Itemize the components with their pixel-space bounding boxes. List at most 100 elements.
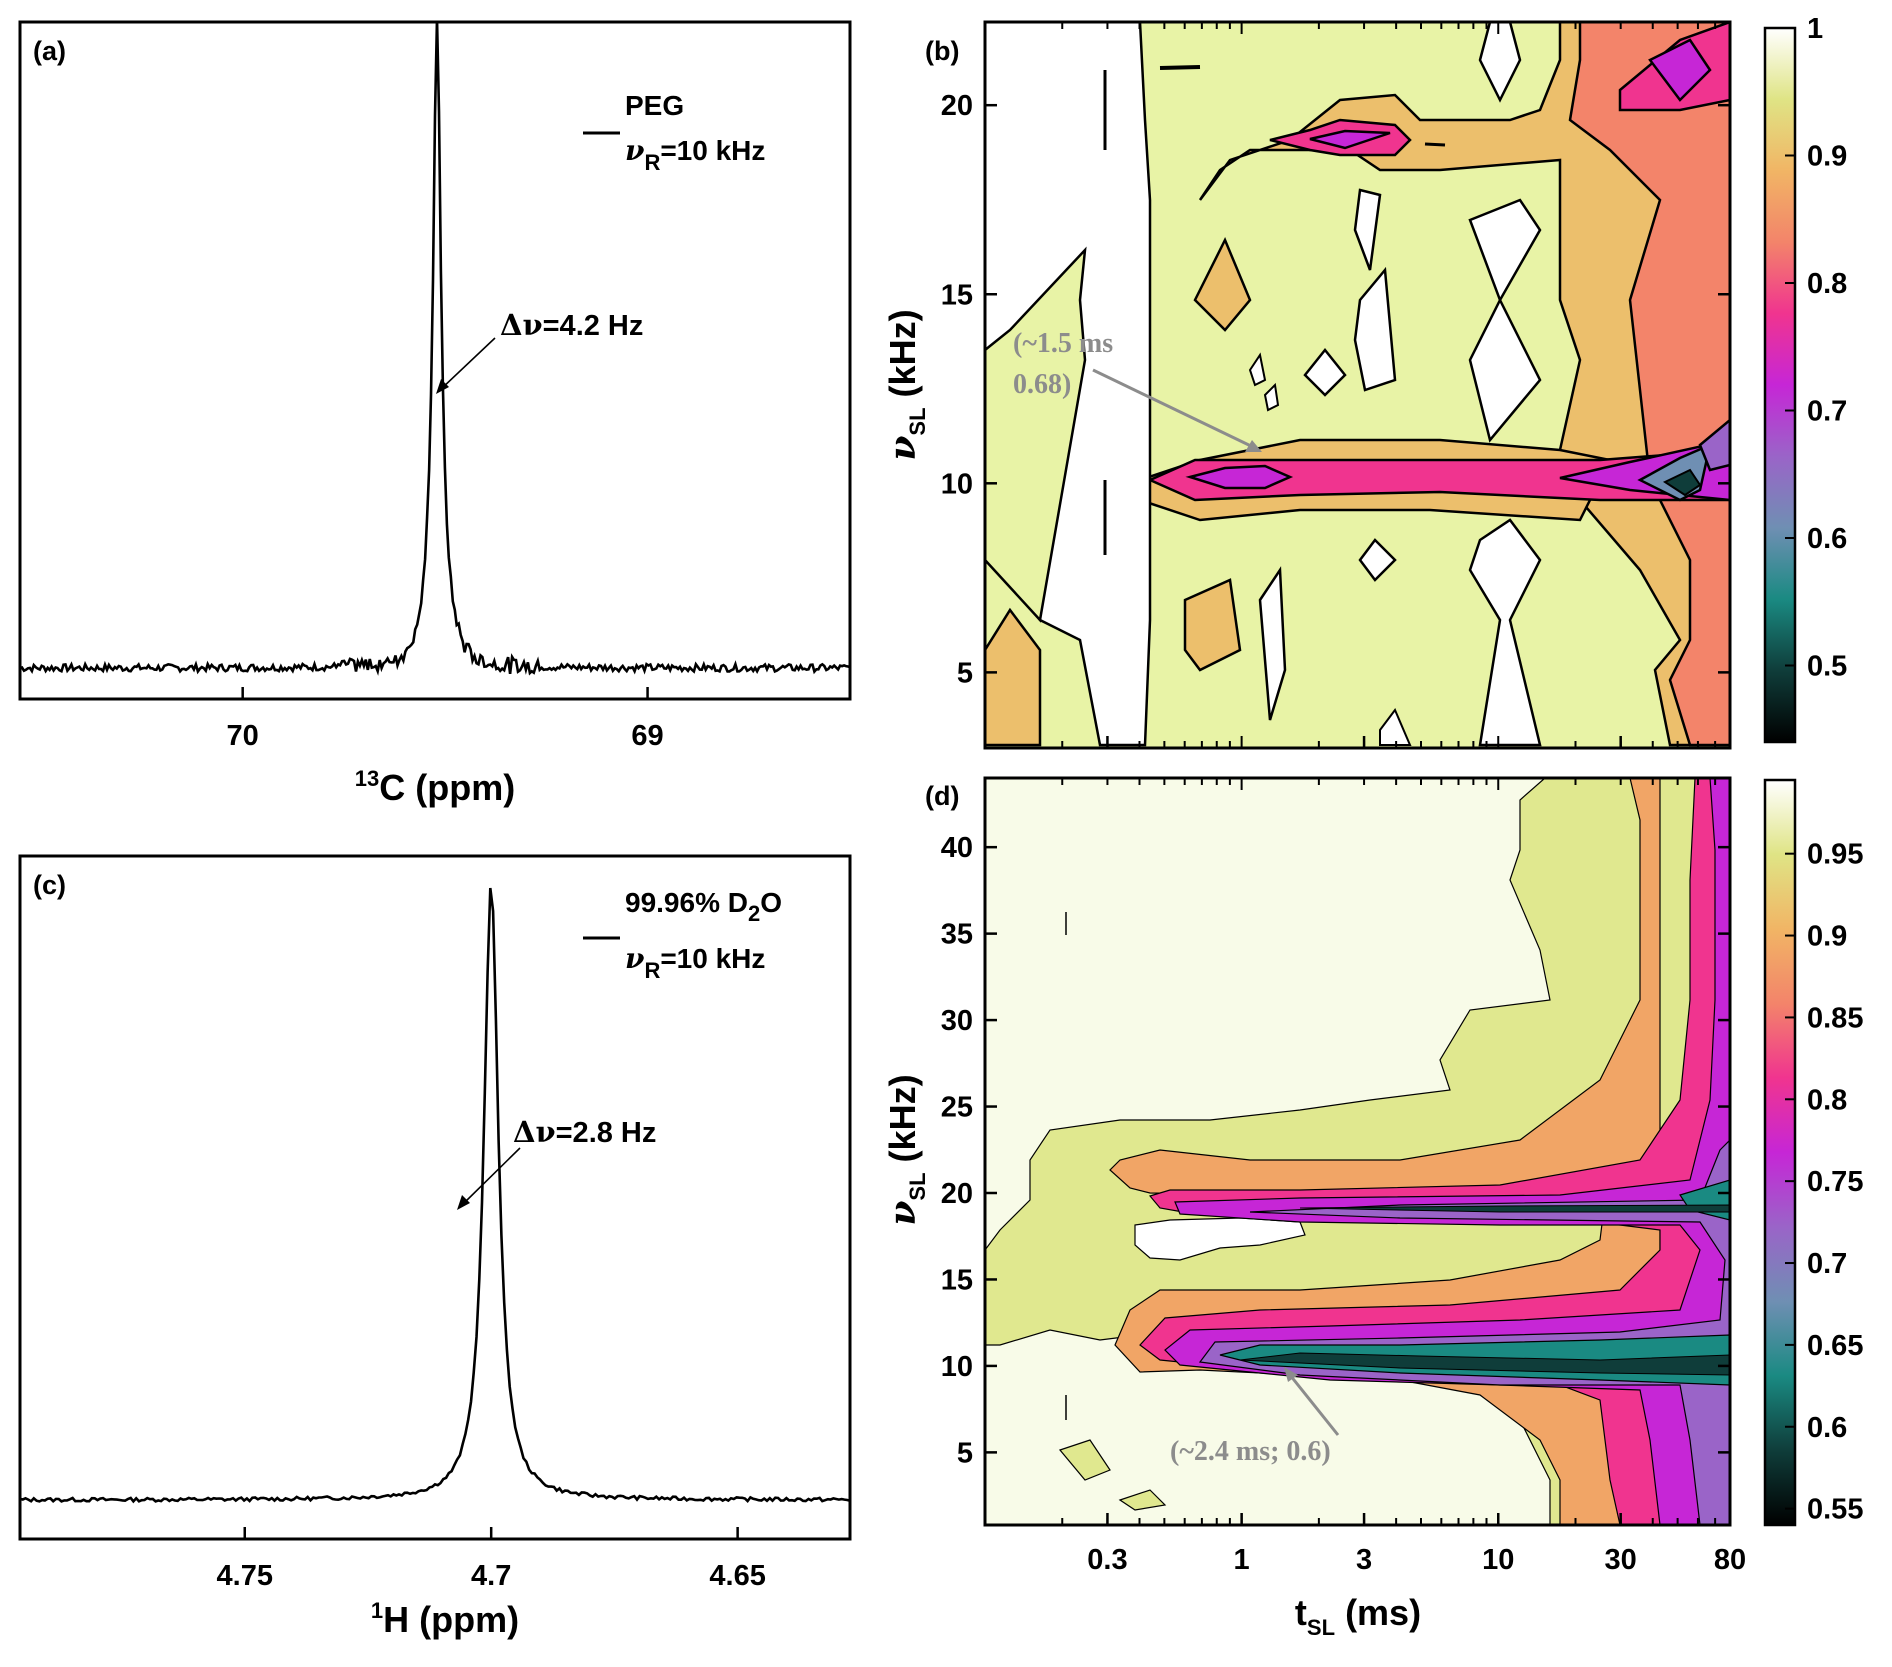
contour-b-white: [1379, 708, 1412, 746]
contour-b-white: [1358, 538, 1397, 582]
annotation-b-line2: 0.68): [1013, 369, 1071, 400]
panel-d-xtick-label: 0.3: [1087, 1544, 1127, 1576]
colorbar-d: [1763, 778, 1797, 1527]
panel-d-ytick-label: 35: [941, 919, 973, 951]
annotation-c-arrowhead: [457, 1195, 470, 1210]
panel-d-xtick-label: 80: [1714, 1544, 1746, 1576]
colorbar-d-tick-label: 0.75: [1807, 1166, 1863, 1198]
panel-c-label: (c): [33, 870, 66, 900]
contour-d-band-095: [1058, 1439, 1111, 1481]
panel-c-ticks: 4.75 4.7 4.65: [217, 1527, 766, 1592]
contour-b-white: [1468, 518, 1542, 747]
panel-a: 70 69 (a) PEG νR=10 kHz Δν=4.2 Hz 13C (pp…: [18, 20, 852, 808]
panel-a-xtick-label: 70: [227, 720, 259, 752]
contour-d-band-06: [1239, 1352, 1730, 1376]
contour-b-band-075: [1568, 22, 1730, 747]
colorbar-b-tick-label: 1: [1807, 13, 1823, 45]
panel-d-ytick-label: 15: [941, 1264, 973, 1296]
panel-b-ytick-label: 10: [941, 468, 973, 500]
panel-d: 5 10 15 20 25 30 35 40 0.3 1 3 10 30 80 (d) νSL (kHz)…: [882, 776, 1863, 1640]
contour-b-white: [1263, 382, 1280, 412]
contour-b-stub: [1159, 65, 1201, 70]
panel-d-xtick-label: 30: [1605, 1544, 1637, 1576]
linewidth-annotation-c: Δν=2.8 Hz: [513, 1115, 656, 1149]
panel-b-ylabel: νSL (kHz): [882, 309, 930, 460]
annotation-b-line1: (~1.5 ms: [1013, 328, 1113, 359]
contour-d-band-075: [1198, 1139, 1730, 1525]
panel-b-frame: [983, 20, 1732, 750]
contour-b-stub: [1424, 142, 1446, 147]
colorbar-d-tick-label: 0.6: [1807, 1412, 1847, 1444]
colorbar-d-tick-label: 0.8: [1807, 1084, 1847, 1116]
panel-d-ytick-label: 25: [941, 1092, 973, 1124]
panel-b: 5 10 15 20 (b) νSL (kHz) (~1.5 ms 0.68) 1 0.…: [882, 13, 1847, 750]
colorbar-d-tick-label: 0.9: [1807, 921, 1847, 953]
colorbar-b-ticks: 1 0.9 0.8 0.7 0.6 0.5: [1785, 13, 1847, 683]
panel-d-ytick-label: 20: [941, 1178, 973, 1210]
panel-c-xtick-label: 4.75: [217, 1560, 273, 1592]
panel-d-label: (d): [925, 781, 959, 811]
contour-b-band-08: [985, 607, 1042, 747]
panel-d-ytick-label: 5: [957, 1437, 973, 1469]
panel-c: 4.75 4.7 4.65 (c) 99.96% D2O νR=10 kHz Δν=…: [18, 854, 852, 1640]
legend-a-label: PEG: [625, 90, 684, 121]
contour-d-band-06: [1299, 1204, 1730, 1213]
colorbar-d-tick-label: 0.55: [1807, 1494, 1863, 1526]
colorbar-d-tick-label: 0.65: [1807, 1330, 1863, 1362]
panel-c-xlabel: 1H (ppm): [371, 1598, 519, 1640]
contour-b-band-08: [1198, 22, 1730, 747]
contour-b-white: [1248, 352, 1267, 387]
panel-d-frame: [983, 776, 1732, 1527]
colorbar-d-tick-label: 0.85: [1807, 1002, 1863, 1034]
panel-b-label: (b): [925, 36, 959, 66]
panel-d-xlabel: tSL (ms): [1295, 1592, 1421, 1640]
colorbar-b-tick-label: 0.6: [1807, 523, 1847, 555]
colorbar-b-tick-label: 0.5: [1807, 651, 1847, 683]
annotation-c-arrow: [461, 1147, 521, 1206]
annotation-a-arrowhead: [436, 379, 449, 394]
contour-b-band-065: [1698, 418, 1730, 472]
contour-d-white: [1134, 1217, 1306, 1261]
panel-d-ytick-label: 10: [941, 1351, 973, 1383]
colorbar-b: [1763, 26, 1797, 744]
contour-b-band-07: [1309, 129, 1391, 150]
panel-d-xtick-label: 3: [1356, 1544, 1372, 1576]
contour-b-white: [1353, 266, 1397, 392]
panel-d-xtick-label: 10: [1482, 1544, 1514, 1576]
annotation-d-arrowhead: [1284, 1367, 1298, 1382]
contour-b-band-05: [1662, 468, 1702, 497]
colorbar-b-tick-label: 0.7: [1807, 396, 1847, 428]
panel-b-ytick-label: 15: [941, 279, 973, 311]
contour-b-white: [1353, 188, 1382, 271]
panel-d-ylabel: νSL (kHz): [882, 1074, 930, 1225]
contour-b-white: [1468, 198, 1542, 443]
contour-b-white: [985, 246, 1087, 623]
colorbar-b-tick-label: 0.9: [1807, 141, 1847, 173]
panel-a-xlabel: 13C (ppm): [355, 766, 515, 808]
contour-b-band-07: [1648, 38, 1712, 102]
spectrum-c-line: [20, 887, 850, 1504]
contour-b-white: [1478, 22, 1522, 103]
contour-d: [985, 778, 1730, 1525]
panel-b-ytick-label: 5: [957, 657, 973, 689]
annotation-a-arrow: [439, 337, 496, 391]
panel-d-ytick-label: 40: [941, 832, 973, 864]
contour-d-band-095: [1118, 1489, 1167, 1511]
contour-b-white: [1303, 347, 1347, 397]
panel-b-ticks: 5 10 15 20: [941, 22, 1732, 748]
spectrum-a-line: [20, 22, 850, 676]
colorbar-d-tick-label: 0.95: [1807, 839, 1863, 871]
panel-a-ticks: 70 69: [227, 687, 664, 752]
colorbar-d-ticks: 0.95 0.9 0.85 0.8 0.75 0.7 0.65 0.6 0.55: [1785, 839, 1863, 1526]
contour-b-band-07: [1185, 464, 1294, 490]
contour-b-band-075: [1146, 448, 1730, 502]
legend-a-sub: νR=10 kHz: [625, 134, 765, 175]
panel-a-xtick-label: 69: [631, 720, 663, 752]
panel-a-label: (a): [33, 36, 66, 66]
panel-c-xtick-label: 4.65: [709, 1560, 765, 1592]
annotation-d: (~2.4 ms; 0.6): [1170, 1436, 1331, 1467]
colorbar-d-tick-label: 0.7: [1807, 1248, 1847, 1280]
panel-c-frame: [18, 854, 852, 1541]
panel-c-xtick-label: 4.7: [471, 1560, 511, 1592]
